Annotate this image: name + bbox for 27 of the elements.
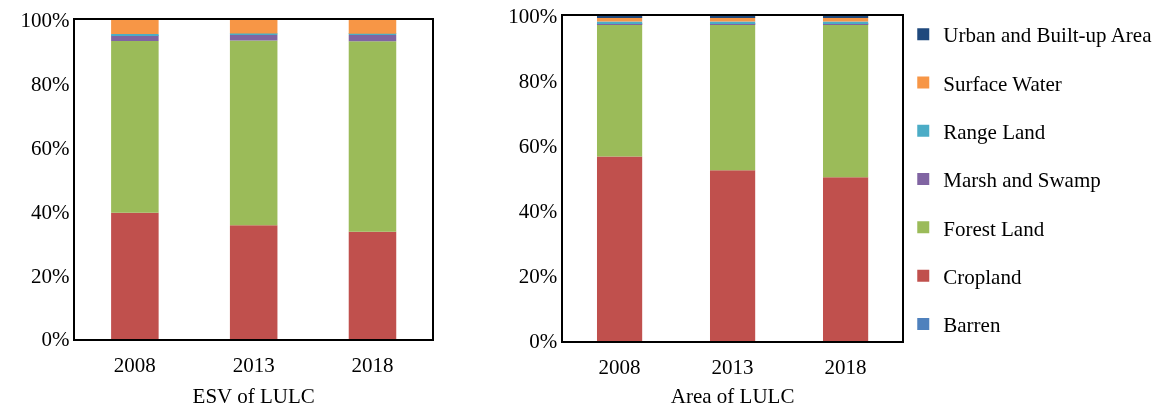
y-tick-label: 20%	[518, 264, 558, 289]
legend-label: Cropland	[943, 264, 1022, 289]
legend-label: Urban and Built-up Area	[943, 23, 1153, 48]
x-axis-title: ESV of LULC	[192, 384, 315, 408]
x-tick-label: 2018	[351, 353, 394, 377]
y-tick-label: 0%	[41, 327, 70, 352]
y-tick-label: 60%	[518, 134, 558, 159]
y-tick-label: 40%	[31, 199, 70, 224]
legend-label: Surface Water	[943, 71, 1062, 96]
y-tick-label: 40%	[518, 199, 558, 224]
legend-label: Marsh and Swamp	[943, 168, 1101, 193]
y-tick-label: 100%	[508, 4, 558, 29]
y-tick-label: 80%	[518, 69, 558, 94]
x-tick-label: 2008	[113, 353, 156, 377]
x-tick-label: 2013	[711, 355, 754, 380]
y-tick-label: 20%	[31, 263, 70, 288]
y-tick-label: 100%	[20, 8, 70, 33]
x-axis-title: Area of LULC	[670, 384, 795, 408]
x-tick-label: 2008	[598, 355, 641, 380]
y-tick-label: 80%	[31, 72, 70, 97]
legend-label: Range Land	[943, 119, 1046, 144]
x-tick-label: 2018	[824, 355, 867, 380]
legend-label: Forest Land	[943, 216, 1045, 241]
y-tick-label: 0%	[529, 329, 558, 354]
x-tick-label: 2013	[232, 353, 275, 377]
y-tick-label: 60%	[31, 135, 70, 160]
legend-label: Barren	[943, 313, 1001, 338]
